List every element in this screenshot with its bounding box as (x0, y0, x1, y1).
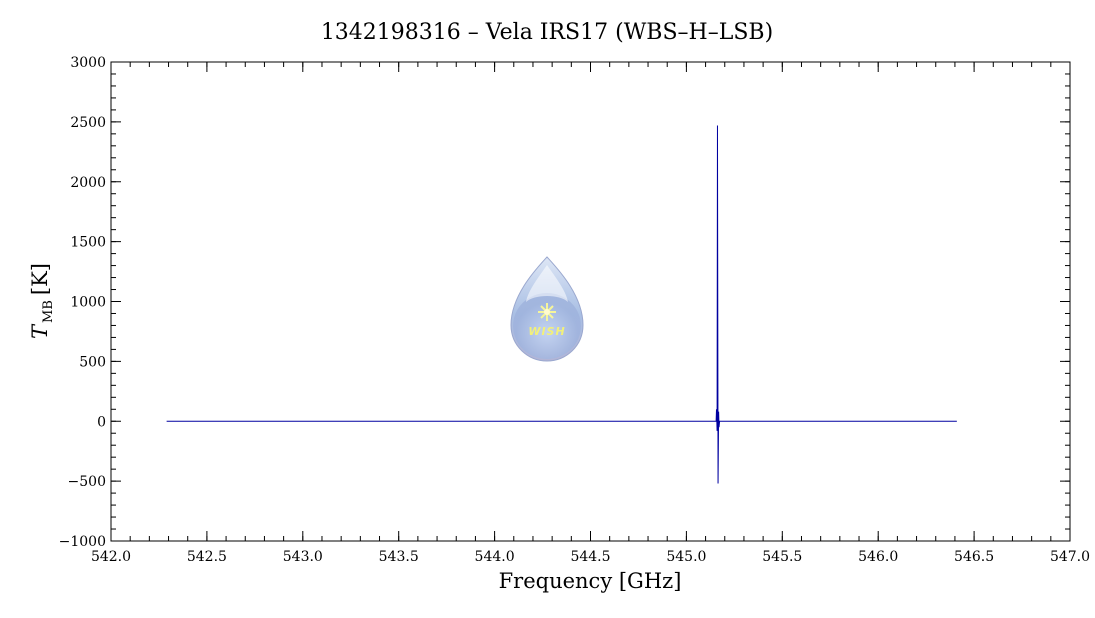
y-tick-label: 2000 (70, 175, 106, 191)
y-tick-label: 1500 (70, 235, 106, 251)
logo-label: WISH (528, 325, 565, 338)
y-tick-label: 2500 (70, 115, 106, 131)
x-tick-label: 546.5 (954, 549, 994, 565)
x-tick-label: 542.0 (91, 549, 131, 565)
wish-logo: WISH (510, 256, 584, 362)
x-tick-label: 546.0 (858, 549, 898, 565)
y-tick-label: −1000 (59, 534, 106, 550)
y-axis-label: TMB [K] (28, 263, 56, 339)
plot-area (166, 125, 957, 484)
x-tick-label: 543.0 (283, 549, 323, 565)
x-tick-label: 544.0 (475, 549, 515, 565)
star-icon (538, 303, 556, 321)
x-tick-label: 545.0 (666, 549, 706, 565)
x-tick-label: 545.5 (762, 549, 802, 565)
y-tick-label: 500 (79, 354, 106, 370)
chart-title: 1342198316 – Vela IRS17 (WBS–H–LSB) (321, 20, 773, 45)
y-tick-label: 1000 (70, 295, 106, 311)
x-tick-label: 544.5 (570, 549, 610, 565)
x-axis-label: Frequency [GHz] (499, 569, 682, 593)
y-axis-subscript: MB (41, 300, 56, 323)
y-tick-label: 3000 (70, 55, 106, 71)
x-tick-label: 543.5 (379, 549, 419, 565)
spectrum-series-line (166, 125, 957, 484)
y-tick-label: −500 (68, 474, 106, 490)
y-axis-unit: [K] (28, 263, 52, 295)
x-tick-label: 542.5 (187, 549, 227, 565)
x-tick-label: 547.0 (1050, 549, 1090, 565)
y-tick-label: 0 (97, 414, 106, 430)
y-axis-symbol: T (28, 323, 52, 339)
plot-frame (110, 61, 1071, 542)
